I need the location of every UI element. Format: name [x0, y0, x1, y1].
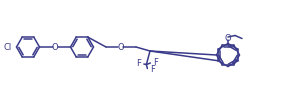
- Text: O: O: [225, 34, 231, 43]
- Text: F: F: [150, 65, 155, 74]
- Text: Cl: Cl: [3, 43, 11, 52]
- Text: F: F: [153, 58, 158, 67]
- Text: O: O: [52, 43, 58, 52]
- Text: O: O: [118, 43, 124, 52]
- Text: F: F: [136, 59, 141, 68]
